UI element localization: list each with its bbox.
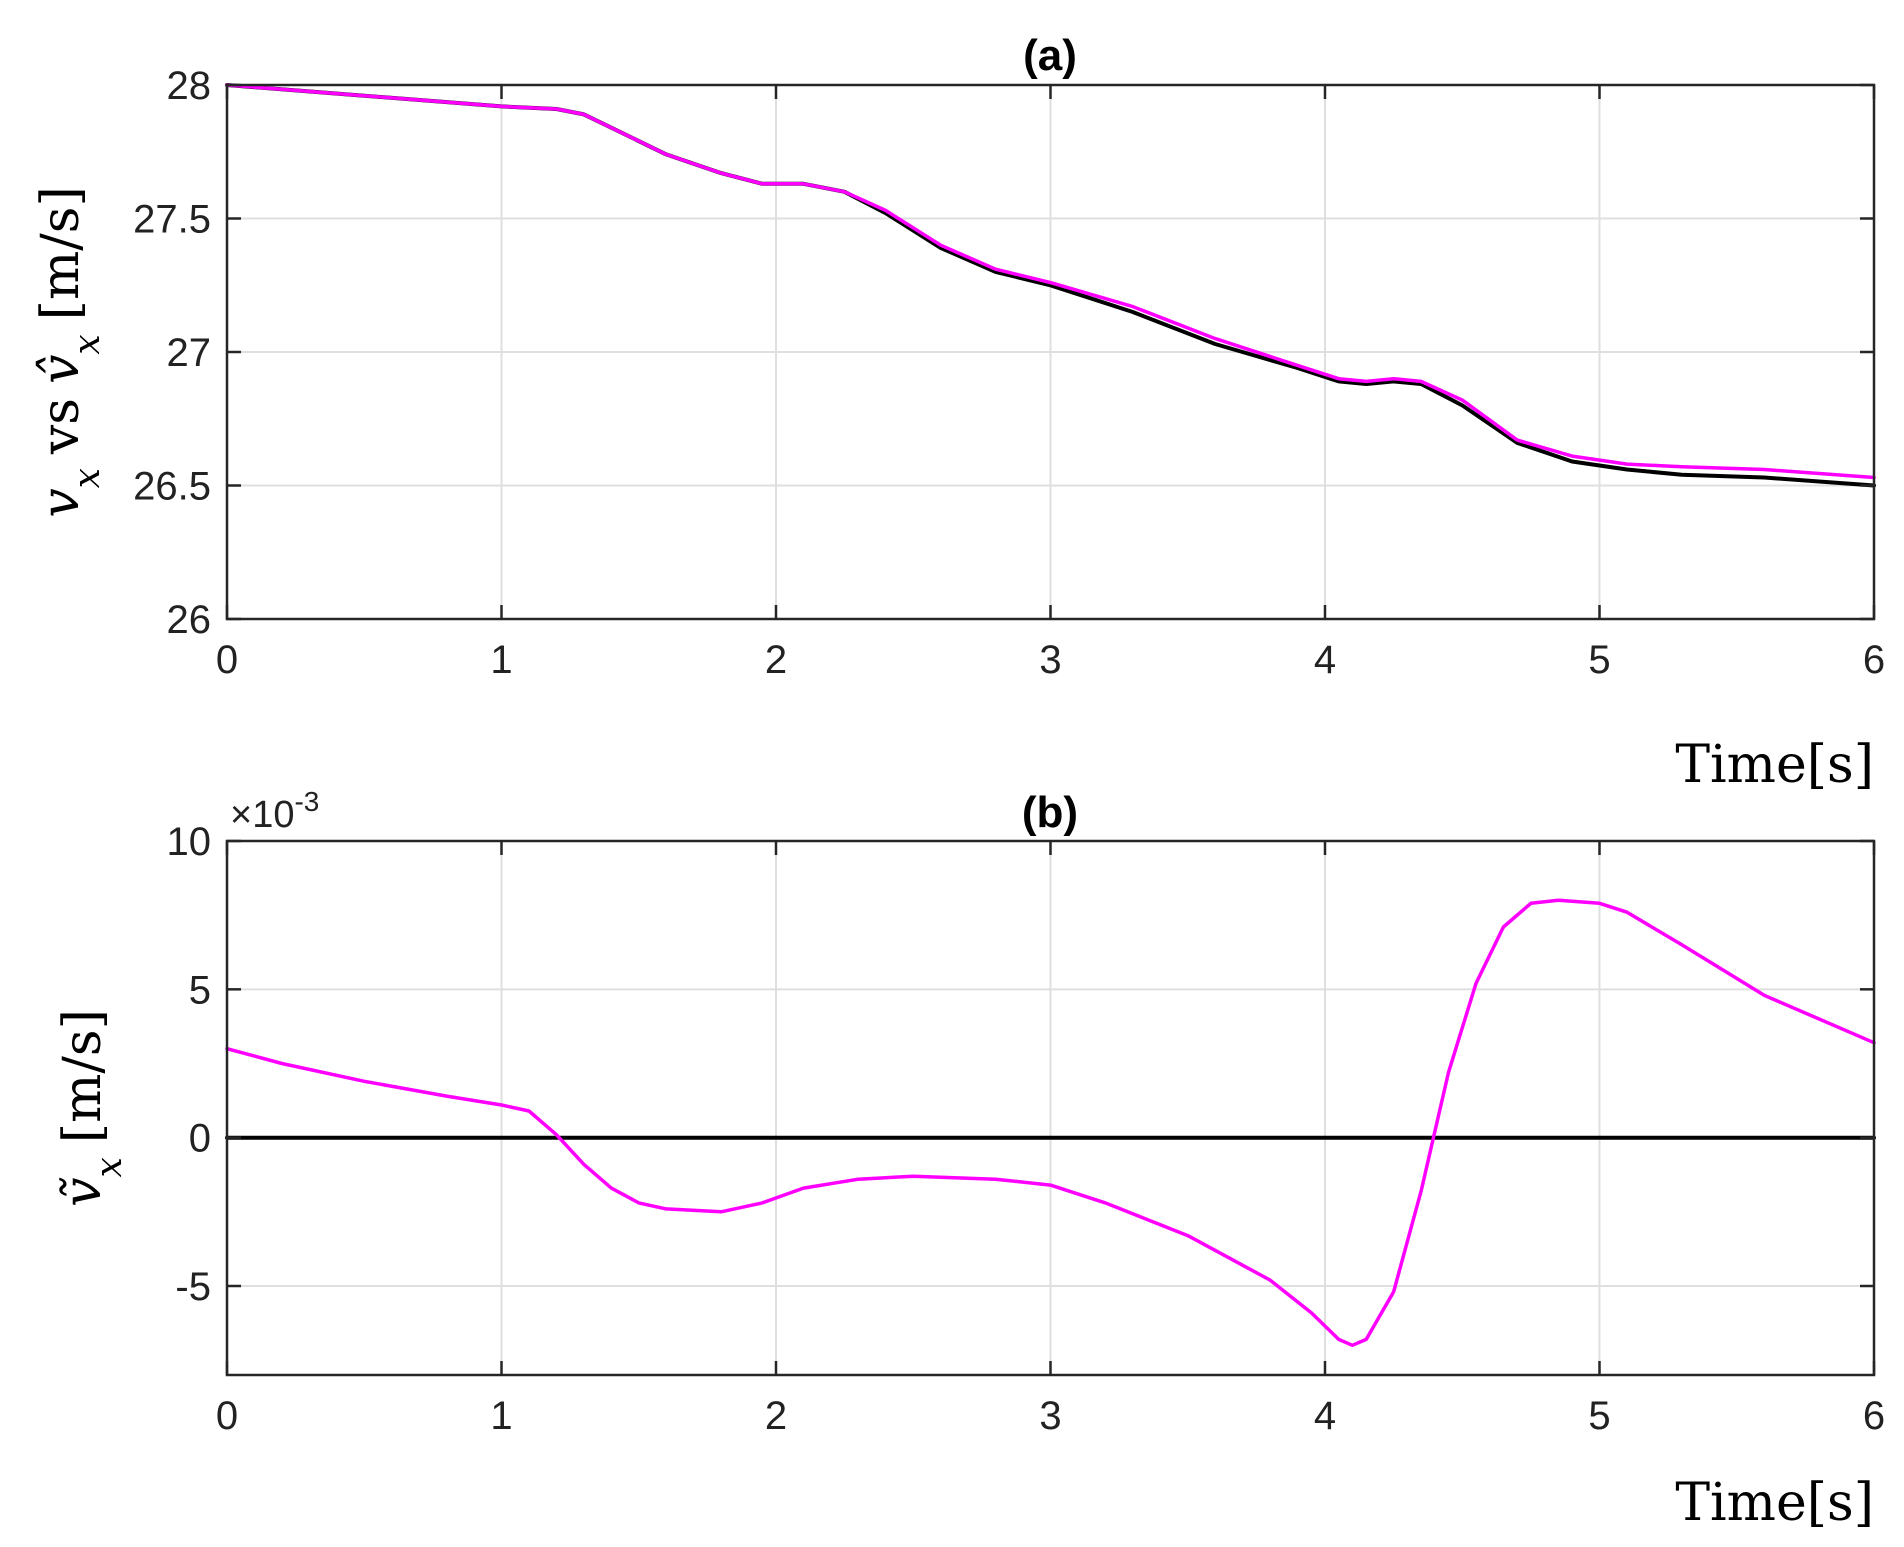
y-label-b-unit: [m/s] xyxy=(53,1009,113,1143)
series-group-b xyxy=(225,898,1876,1348)
x-tick-label: 2 xyxy=(765,1394,787,1438)
ticks-b: 0 1 2 3 4 5 6 -5 0 5 10 xyxy=(167,820,1886,1438)
y-tick-label: 5 xyxy=(189,968,211,1012)
y-axis-label-a: vxvsv̂x[m/s] xyxy=(31,186,108,518)
x-axis-label-b: Time[s] xyxy=(1675,1473,1874,1533)
x-tick-label: 0 xyxy=(216,638,238,682)
y-label-a-vs: vs xyxy=(31,398,91,455)
x-axis-label-a: Time[s] xyxy=(1675,735,1874,795)
chart-title-a: (a) xyxy=(1023,31,1077,80)
y-tick-label: -5 xyxy=(175,1265,211,1309)
x-tick-label: 3 xyxy=(1039,1394,1061,1438)
y-axis-label-b: ṽx [m/s] xyxy=(53,1009,130,1207)
y-tick-label: 26.5 xyxy=(133,465,211,509)
series-line-1 xyxy=(225,83,1876,480)
x-tick-label: 4 xyxy=(1314,1394,1336,1438)
x-tick-label: 3 xyxy=(1039,638,1061,682)
y-label-b-var: ṽ xyxy=(53,1177,113,1207)
y-axis-exponent-b: ×10-3 xyxy=(230,786,319,836)
y-tick-label: 27 xyxy=(167,331,212,375)
ticks-a: 0 1 2 3 4 5 6 26 26.5 27 27.5 28 xyxy=(133,64,1885,682)
x-tick-label: 2 xyxy=(765,638,787,682)
x-tick-label: 6 xyxy=(1863,638,1885,682)
series-line-1 xyxy=(225,898,1876,1348)
y-label-a-unit: [m/s] xyxy=(31,186,91,320)
exponent-power: -3 xyxy=(294,786,319,817)
x-tick-label: 5 xyxy=(1588,1394,1610,1438)
exponent-base: ×10 xyxy=(230,794,294,836)
y-tick-label: 10 xyxy=(167,820,212,864)
grid-a xyxy=(227,85,1874,619)
x-tick-label: 1 xyxy=(490,1394,512,1438)
x-tick-label: 1 xyxy=(490,638,512,682)
x-tick-label: 6 xyxy=(1863,1394,1885,1438)
series-group-a xyxy=(225,83,1876,488)
y-label-a-var2: v̂ xyxy=(31,355,91,384)
x-tick-label: 4 xyxy=(1314,638,1336,682)
x-tick-label: 5 xyxy=(1588,638,1610,682)
y-label-a-var1: v xyxy=(31,488,91,517)
y-tick-label: 26 xyxy=(167,598,212,642)
y-label-b-sub: x xyxy=(89,1157,130,1177)
y-tick-label: 0 xyxy=(189,1117,211,1161)
y-tick-label: 27.5 xyxy=(133,198,211,242)
chart-title-b: (b) xyxy=(1022,788,1078,837)
chart-panel-b: 0 1 2 3 4 5 6 -5 0 5 10 (b) ×10-3 Time[s] ṽx [m/s] xyxy=(53,786,1885,1533)
y-label-a-sub2: x xyxy=(67,334,108,354)
y-tick-label: 28 xyxy=(167,64,212,108)
y-label-a-sub1: x xyxy=(67,468,108,488)
x-tick-label: 0 xyxy=(216,1394,238,1438)
grid-b xyxy=(227,841,1874,1375)
